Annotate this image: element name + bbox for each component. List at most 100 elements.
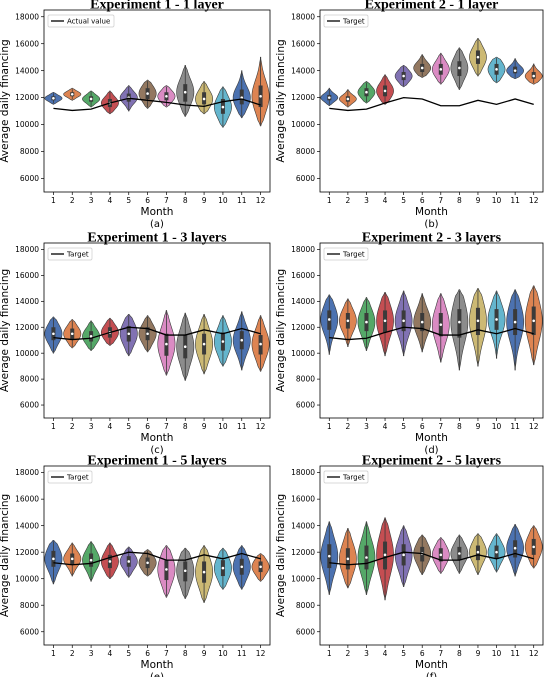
x-axis-label: Month [141,659,174,671]
x-tick-label: 1 [51,422,56,431]
violin-median [240,565,244,569]
x-axis-label: Month [415,659,448,671]
x-tick-label: 8 [183,649,188,658]
y-tick-label: 6000 [296,174,315,183]
x-tick-label: 11 [237,422,247,431]
violin-median [127,560,131,563]
violin-median [327,318,331,321]
series-line [53,326,261,341]
x-tick-label: 5 [126,196,131,205]
series-line [329,96,534,112]
y-tick-label: 8000 [20,601,39,610]
legend-box [47,14,115,28]
legend-label: Target [342,474,365,482]
violin-median [146,561,149,565]
x-tick-label: 2 [345,422,350,431]
x-tick-label: 3 [364,422,369,431]
legend-box [323,247,369,261]
x-tick-label: 11 [510,649,520,658]
y-tick-label: 10000 [15,574,39,583]
violin-median [476,550,480,554]
chart-panel: Experiment 1 - 3 layers 6000 8000 10000 1200… [0,231,271,456]
y-tick-label: 12000 [15,93,39,102]
x-tick-label: 1 [327,422,332,431]
x-tick-label: 4 [383,422,388,431]
violin-median [183,345,187,349]
violin-median [513,546,517,550]
plot-frame [319,465,544,646]
violin-median [240,338,244,342]
legend-label: Target [342,251,365,259]
panel-caption: (d) [424,445,438,456]
x-axis-label: Month [141,432,174,444]
y-tick-label: 8000 [296,147,315,156]
y-tick-label: 16000 [15,271,39,280]
chart-title: Experiment 2 - 5 layers [362,454,502,469]
panel-caption: (a) [150,219,164,230]
x-tick-label: 11 [510,196,520,205]
y-tick-label: 10000 [291,349,315,358]
violin-median [346,319,350,323]
violin-median [70,332,74,336]
y-tick-label: 6000 [20,627,39,636]
plot-frame [319,242,544,419]
x-axis-label: Month [415,206,448,218]
x-tick-label: 9 [202,196,207,205]
chart-title: Experiment 1 - 1 layer [90,0,224,13]
x-tick-label: 4 [383,196,388,205]
violin-median [70,92,74,96]
x-tick-label: 12 [256,196,266,205]
y-tick-label: 16000 [15,39,39,48]
violin-median [259,565,262,569]
plot-frame [43,242,271,419]
x-tick-label: 7 [438,196,443,205]
y-axis-label: Average daily financing [0,269,11,392]
violin-median [495,68,498,71]
violin-median [146,332,149,336]
x-tick-label: 3 [89,196,94,205]
x-tick-label: 8 [457,196,462,205]
x-tick-label: 4 [108,196,113,205]
series-line [329,551,534,566]
y-tick-label: 12000 [291,548,315,557]
legend-box [323,470,369,484]
legend-box [47,470,93,484]
y-axis-label: Average daily financing [0,494,11,617]
x-tick-label: 9 [476,196,481,205]
x-tick-label: 11 [237,649,247,658]
x-axis-label: Month [415,432,448,444]
y-tick-label: 10000 [291,120,315,129]
violin-median [383,89,387,93]
chart-title: Experiment 1 - 5 layers [87,454,227,469]
x-tick-label: 3 [89,649,94,658]
y-tick-label: 10000 [15,120,39,129]
y-tick-label: 14000 [15,297,39,306]
y-axis-label: Average daily financing [275,269,287,392]
violin-median [495,550,498,554]
y-tick-label: 18000 [291,468,315,477]
x-tick-label: 6 [145,649,150,658]
y-tick-label: 16000 [15,495,39,504]
violin-median [458,66,461,70]
violin-median [259,94,262,98]
violin-median [383,319,387,323]
legend-label: Target [66,251,89,259]
y-tick-label: 6000 [296,401,315,410]
violin-median [146,92,149,95]
violin-median [327,96,331,99]
panel-caption: (e) [150,672,164,677]
violin-median [532,319,536,323]
series-line [53,551,261,566]
x-tick-label: 6 [420,649,425,658]
violin-median [202,342,206,346]
chart-panel: Experiment 1 - 5 layers 6000 8000 10000 1200… [0,454,271,677]
y-tick-label: 10000 [291,574,315,583]
violin-median [495,318,498,321]
x-tick-label: 4 [383,649,388,658]
x-tick-label: 7 [164,422,169,431]
y-tick-label: 14000 [15,521,39,530]
x-tick-label: 10 [492,422,502,431]
plot-frame [43,465,271,646]
legend-box [47,247,93,261]
